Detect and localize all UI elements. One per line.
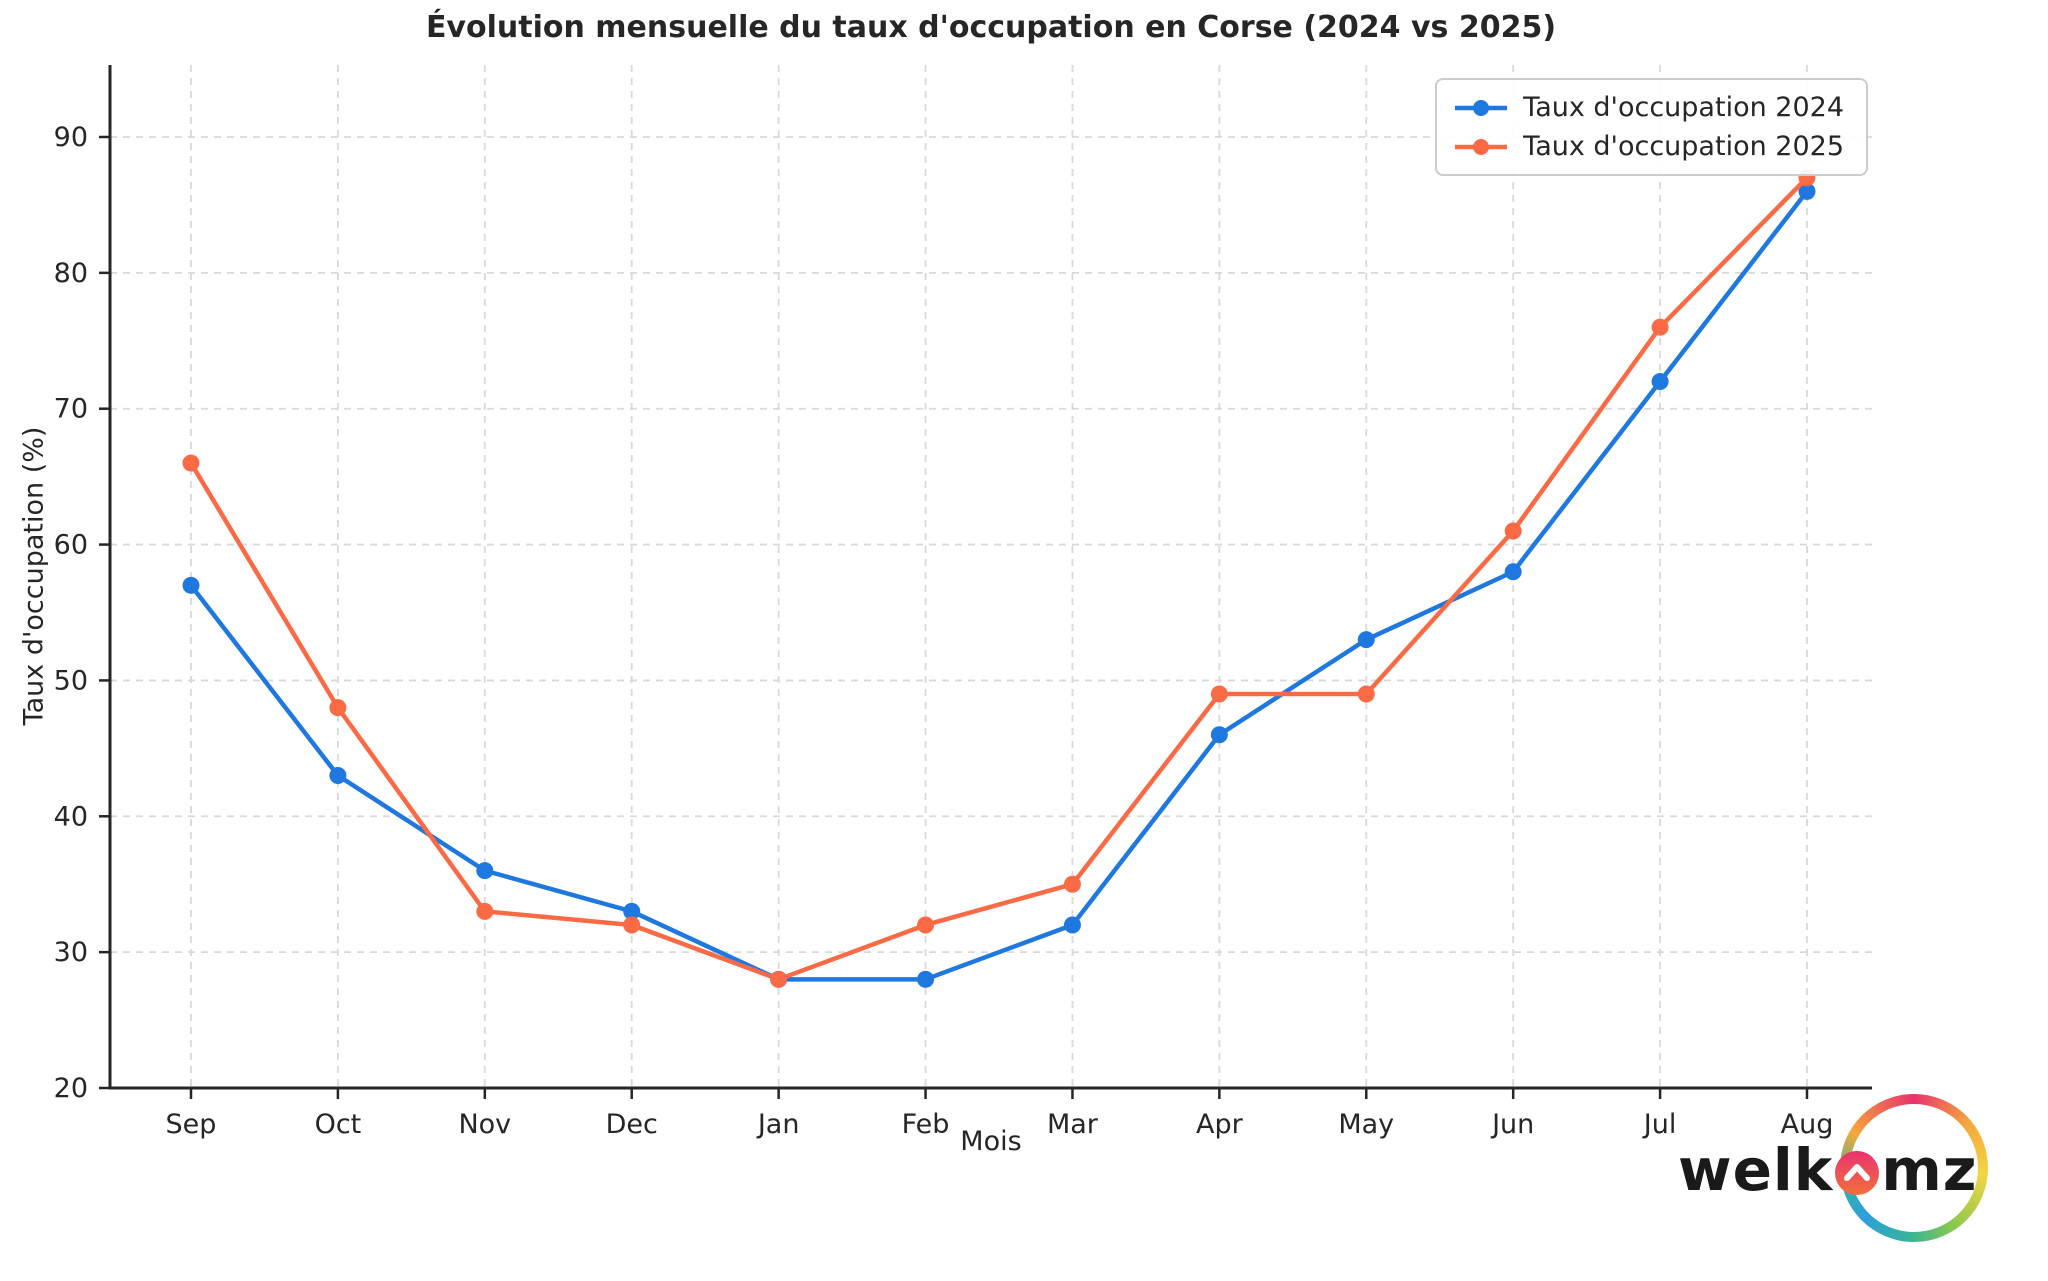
logo-text-left: welk [1678, 1136, 1834, 1204]
y-tick-label: 80 [54, 258, 88, 289]
data-point-2025-May [1357, 685, 1375, 703]
data-point-2025-Jan [770, 970, 788, 988]
data-point-2024-Mar [1063, 916, 1081, 934]
y-tick-label: 20 [54, 1073, 88, 1104]
data-point-2025-Feb [917, 916, 935, 934]
logo-o-chevron-up-icon [1835, 1151, 1880, 1195]
data-point-2025-Sep [182, 454, 200, 472]
x-tick-label: Jun [1490, 1109, 1534, 1140]
y-tick-label: 90 [54, 122, 88, 153]
legend: Taux d'occupation 2024 Taux d'occupation… [1435, 78, 1868, 176]
x-tick-label: Sep [166, 1109, 217, 1140]
data-point-2024-Feb [917, 970, 935, 988]
data-point-2024-Nov [476, 862, 494, 880]
legend-item-2025: Taux d'occupation 2025 [1453, 131, 1844, 162]
legend-marker-2024-icon [1455, 99, 1508, 116]
x-tick-label: Apr [1196, 1109, 1244, 1140]
data-point-2024-Sep [182, 576, 200, 594]
data-point-2024-May [1357, 631, 1375, 649]
chart-title: Évolution mensuelle du taux d'occupation… [425, 10, 1557, 45]
y-tick-label: 30 [54, 937, 88, 968]
y-tick-label: 40 [54, 801, 88, 832]
legend-marker-2025-icon [1455, 138, 1508, 155]
legend-item-2024: Taux d'occupation 2024 [1453, 92, 1844, 123]
x-axis-label: Mois [960, 1126, 1022, 1157]
data-point-2024-Aug [1798, 182, 1816, 200]
x-tick-label: Mar [1047, 1109, 1099, 1140]
data-point-2025-Dec [623, 916, 641, 934]
x-tick-label: Jan [756, 1109, 800, 1140]
series-line-2025 [188, 175, 1810, 982]
x-tick-label: Nov [458, 1109, 511, 1140]
logo-text-right: mz [1881, 1136, 1978, 1204]
y-tick-label: 70 [54, 394, 88, 425]
data-point-2024-Jun [1504, 563, 1522, 581]
data-point-2025-Jul [1651, 318, 1669, 336]
x-tick-label: Dec [606, 1109, 658, 1140]
data-point-2025-Oct [329, 699, 347, 717]
data-point-2024-Dec [623, 902, 641, 920]
x-tick-label: Jul [1642, 1109, 1677, 1140]
x-tick-label: Oct [315, 1109, 362, 1140]
x-tick-label: May [1338, 1109, 1394, 1140]
data-point-2024-Oct [329, 767, 347, 785]
y-axis-label: Taux d'occupation (%) [18, 426, 50, 726]
data-point-2024-Apr [1210, 726, 1228, 744]
data-point-2025-Nov [476, 902, 494, 920]
y-tick-label: 50 [54, 665, 88, 696]
x-tick-label: Feb [902, 1109, 950, 1140]
legend-label-2024: Taux d'occupation 2024 [1523, 92, 1844, 123]
series-line-2024 [188, 189, 1810, 982]
data-point-2024-Jul [1651, 373, 1669, 391]
x-tick-label: Aug [1781, 1109, 1834, 1140]
data-point-2025-Mar [1063, 875, 1081, 893]
data-point-2025-Jun [1504, 522, 1522, 540]
legend-label-2025: Taux d'occupation 2025 [1523, 131, 1844, 162]
y-tick-label: 60 [54, 530, 88, 561]
welkomz-logo: welk mz [1678, 1094, 2018, 1249]
data-point-2025-Apr [1210, 685, 1228, 703]
